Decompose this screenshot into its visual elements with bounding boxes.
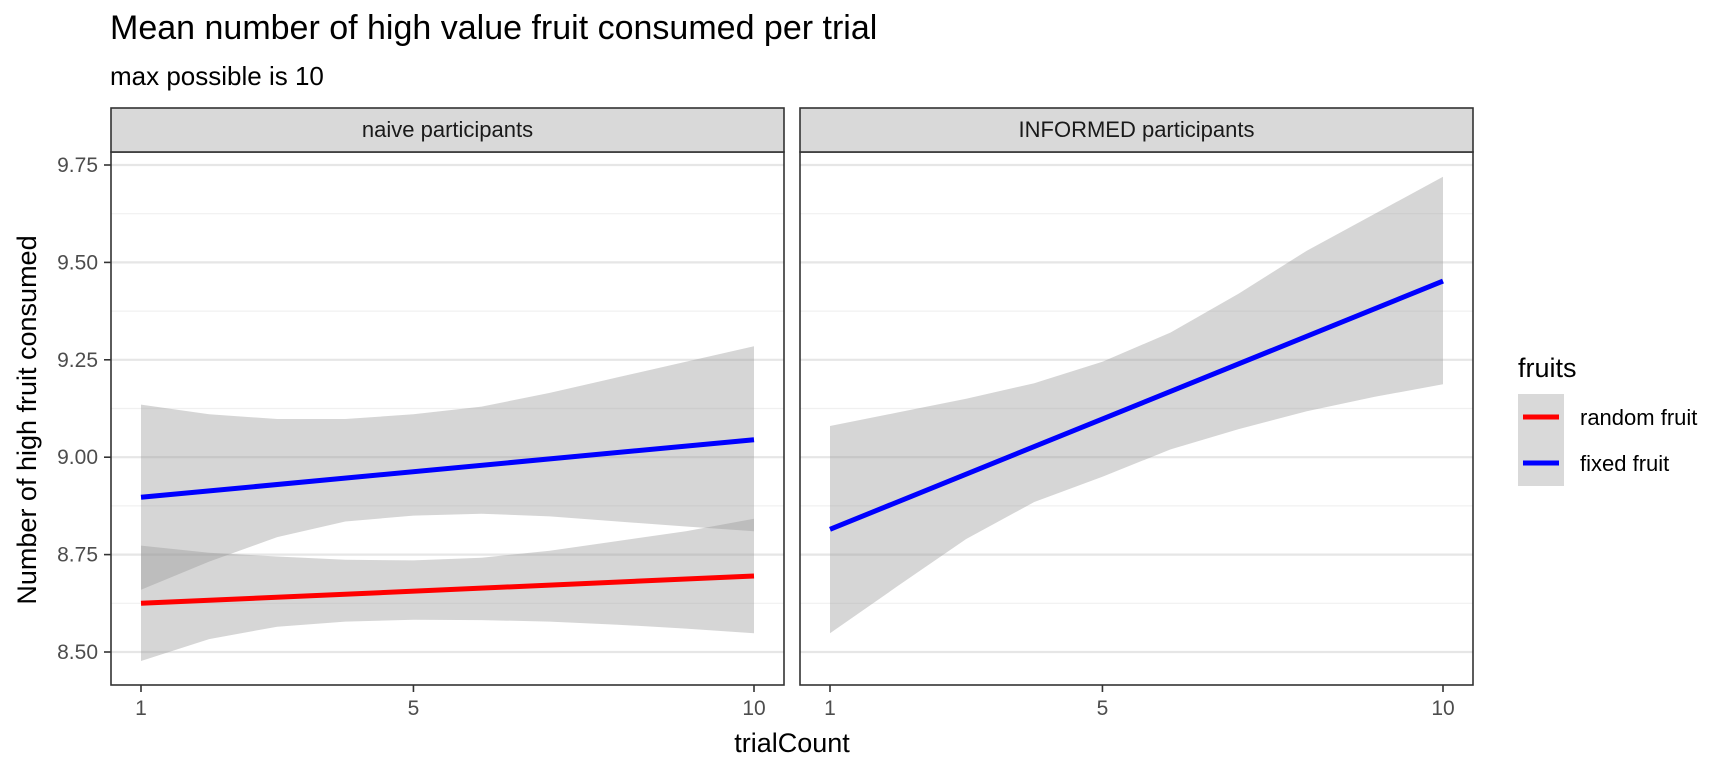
panel-1: naive participants 1 5 10 xyxy=(110,107,785,720)
legend-title: fruits xyxy=(1518,353,1577,383)
panel-2: INFORMED participants 1 5 10 xyxy=(799,107,1474,720)
x-tick-label: 5 xyxy=(408,697,420,720)
x-tick-label: 10 xyxy=(1431,697,1454,720)
series-line xyxy=(829,278,1444,532)
legend-item-label: fixed fruit xyxy=(1580,451,1669,476)
legend: fruits random fruit fixed fruit xyxy=(1518,353,1697,486)
legend-item-label: random fruit xyxy=(1580,405,1697,430)
y-axis: 8.50 8.75 9.00 9.25 9.50 9.75 xyxy=(57,154,111,664)
y-tick-label: 9.00 xyxy=(57,446,98,469)
series-line xyxy=(140,573,755,606)
facet-strip xyxy=(799,107,1474,153)
y-tick-label: 8.75 xyxy=(57,544,98,567)
series-line xyxy=(140,437,755,500)
panel-background xyxy=(111,152,784,685)
facet-strip xyxy=(110,107,785,153)
chart-subtitle: max possible is 10 xyxy=(110,61,324,91)
y-tick-label: 9.75 xyxy=(57,154,98,177)
y-axis-label: Number of high fruit consumed xyxy=(12,235,42,604)
x-tick-label: 1 xyxy=(135,697,147,720)
facet-strip-label: naive participants xyxy=(362,117,533,142)
y-tick-label: 9.50 xyxy=(57,251,98,274)
x-tick-label: 5 xyxy=(1097,697,1109,720)
panel-background xyxy=(800,152,1473,685)
x-tick-label: 10 xyxy=(742,697,765,720)
x-tick-label: 1 xyxy=(824,697,836,720)
y-tick-label: 8.50 xyxy=(57,641,98,664)
chart-title: Mean number of high value fruit consumed… xyxy=(110,9,877,47)
y-tick-label: 9.25 xyxy=(57,349,98,372)
x-axis-label: trialCount xyxy=(734,728,850,758)
facet-strip-label: INFORMED participants xyxy=(1019,117,1255,142)
